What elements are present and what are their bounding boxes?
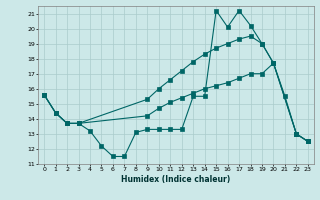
X-axis label: Humidex (Indice chaleur): Humidex (Indice chaleur) xyxy=(121,175,231,184)
